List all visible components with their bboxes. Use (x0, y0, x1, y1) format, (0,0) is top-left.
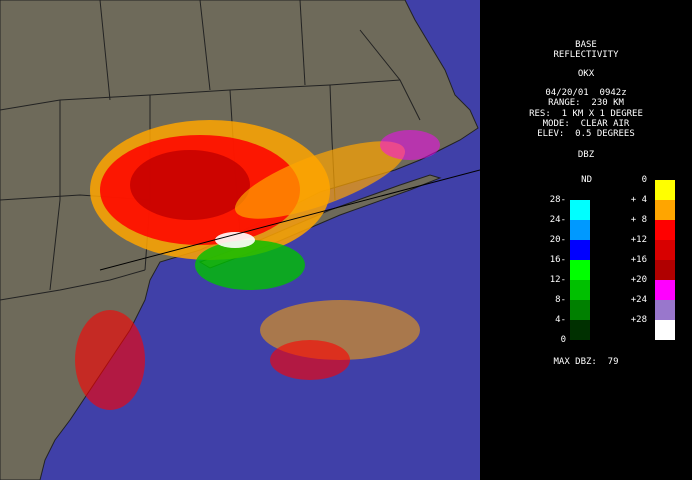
borders (0, 0, 421, 301)
precip-swatch (655, 260, 675, 280)
radar-map (0, 0, 480, 480)
max-dbz: MAX DBZ: 79 (553, 357, 619, 367)
precip-swatch (655, 220, 675, 240)
station: OKX (577, 69, 595, 79)
precip-swatch (655, 280, 675, 300)
precip-label: + 4 (630, 195, 647, 205)
precip-swatch (655, 320, 675, 340)
precip-label: +20 (630, 275, 647, 285)
precip-swatch (655, 180, 675, 200)
precip-swatch (655, 200, 675, 220)
precip-label: + 8 (630, 215, 647, 225)
precip-swatch (655, 300, 675, 320)
clear-air-swatch (570, 300, 590, 320)
title: BASE (575, 40, 597, 50)
radar-echoes (75, 120, 480, 410)
resolution: RES: 1 KM X 1 DEGREE (529, 109, 643, 119)
mode: MODE: CLEAR AIR (542, 119, 630, 129)
clear-air-swatch (570, 260, 590, 280)
precip-label: +24 (630, 295, 647, 305)
clear-air-swatch (570, 320, 590, 340)
clear-air-swatch (570, 280, 590, 300)
precip-label: +12 (630, 235, 647, 245)
precip-label: 0 (641, 175, 647, 185)
range: RANGE: 230 KM (548, 98, 624, 108)
precip-swatch (655, 240, 675, 260)
elevation: ELEV: 0.5 DEGREES (537, 129, 635, 139)
clear-air-swatch (570, 200, 590, 220)
clear-air-swatch (570, 240, 590, 260)
datetime: 04/20/01 0942z (545, 88, 627, 98)
precip-label: +16 (630, 255, 647, 265)
legend-title: DBZ (577, 150, 595, 160)
subtitle: REFLECTIVITY (553, 50, 619, 60)
clear-air-swatch (570, 220, 590, 240)
precip-label: +28 (630, 315, 647, 325)
